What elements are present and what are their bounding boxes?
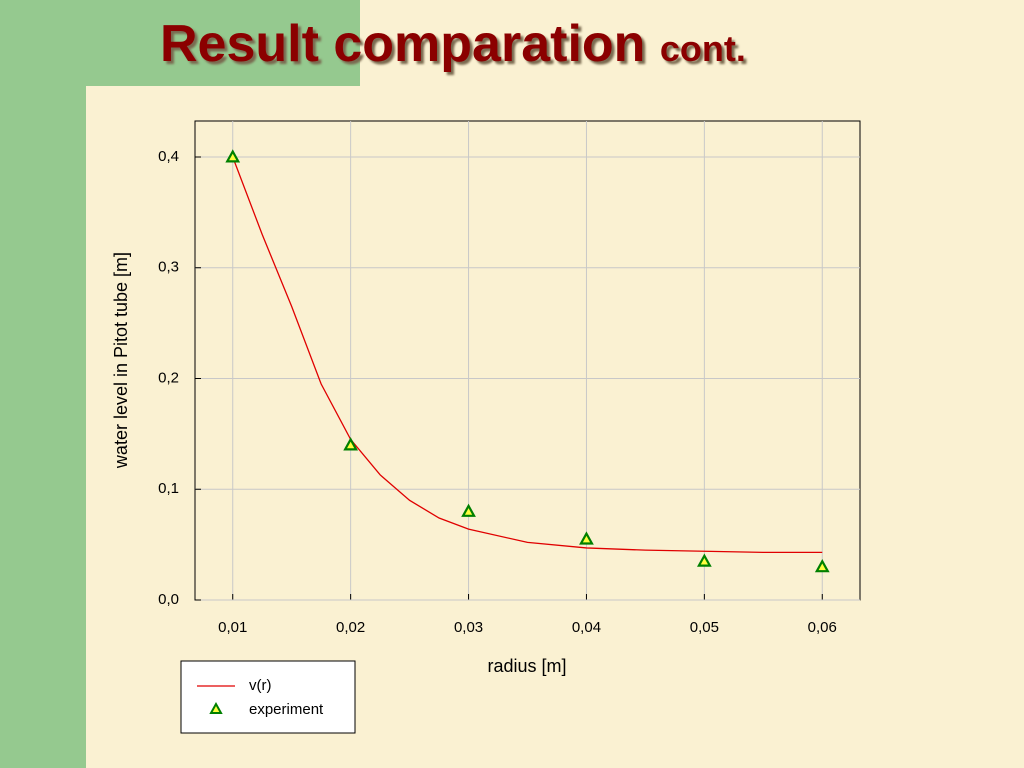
- x-tick-label: 0,04: [572, 619, 601, 636]
- marker: [225, 149, 241, 163]
- slide-title: Result comparation cont.: [160, 14, 746, 74]
- legend-label: experiment: [249, 701, 324, 718]
- y-tick-label: 0,3: [158, 259, 179, 276]
- y-tick-label: 0,0: [158, 591, 179, 608]
- marker: [579, 531, 594, 545]
- x-axis-label: radius [m]: [487, 656, 566, 676]
- top-band: [0, 0, 360, 86]
- title-small: cont.: [659, 28, 746, 69]
- x-tick-label: 0,06: [808, 619, 837, 636]
- marker: [343, 437, 359, 451]
- legend-label: v(r): [249, 677, 272, 694]
- plot-frame: [194, 120, 861, 601]
- y-axis-label: water level in Pitot tube [m]: [111, 252, 131, 469]
- content-panel: [86, 86, 1024, 768]
- legend-box: [180, 660, 356, 734]
- marker: [696, 553, 712, 567]
- y-tick-label: 0,4: [158, 148, 179, 165]
- x-tick-label: 0,05: [690, 619, 719, 636]
- x-tick-label: 0,03: [454, 619, 483, 636]
- side-band: [0, 0, 86, 768]
- title-main: Result comparation: [160, 15, 646, 73]
- marker: [814, 559, 830, 573]
- x-tick-label: 0,02: [336, 619, 365, 636]
- legend-swatch: [209, 701, 223, 714]
- y-tick-label: 0,2: [158, 369, 179, 386]
- marker: [461, 503, 476, 517]
- y-tick-label: 0,1: [158, 480, 179, 497]
- curve: [232, 156, 823, 554]
- x-tick-label: 0,01: [218, 619, 247, 636]
